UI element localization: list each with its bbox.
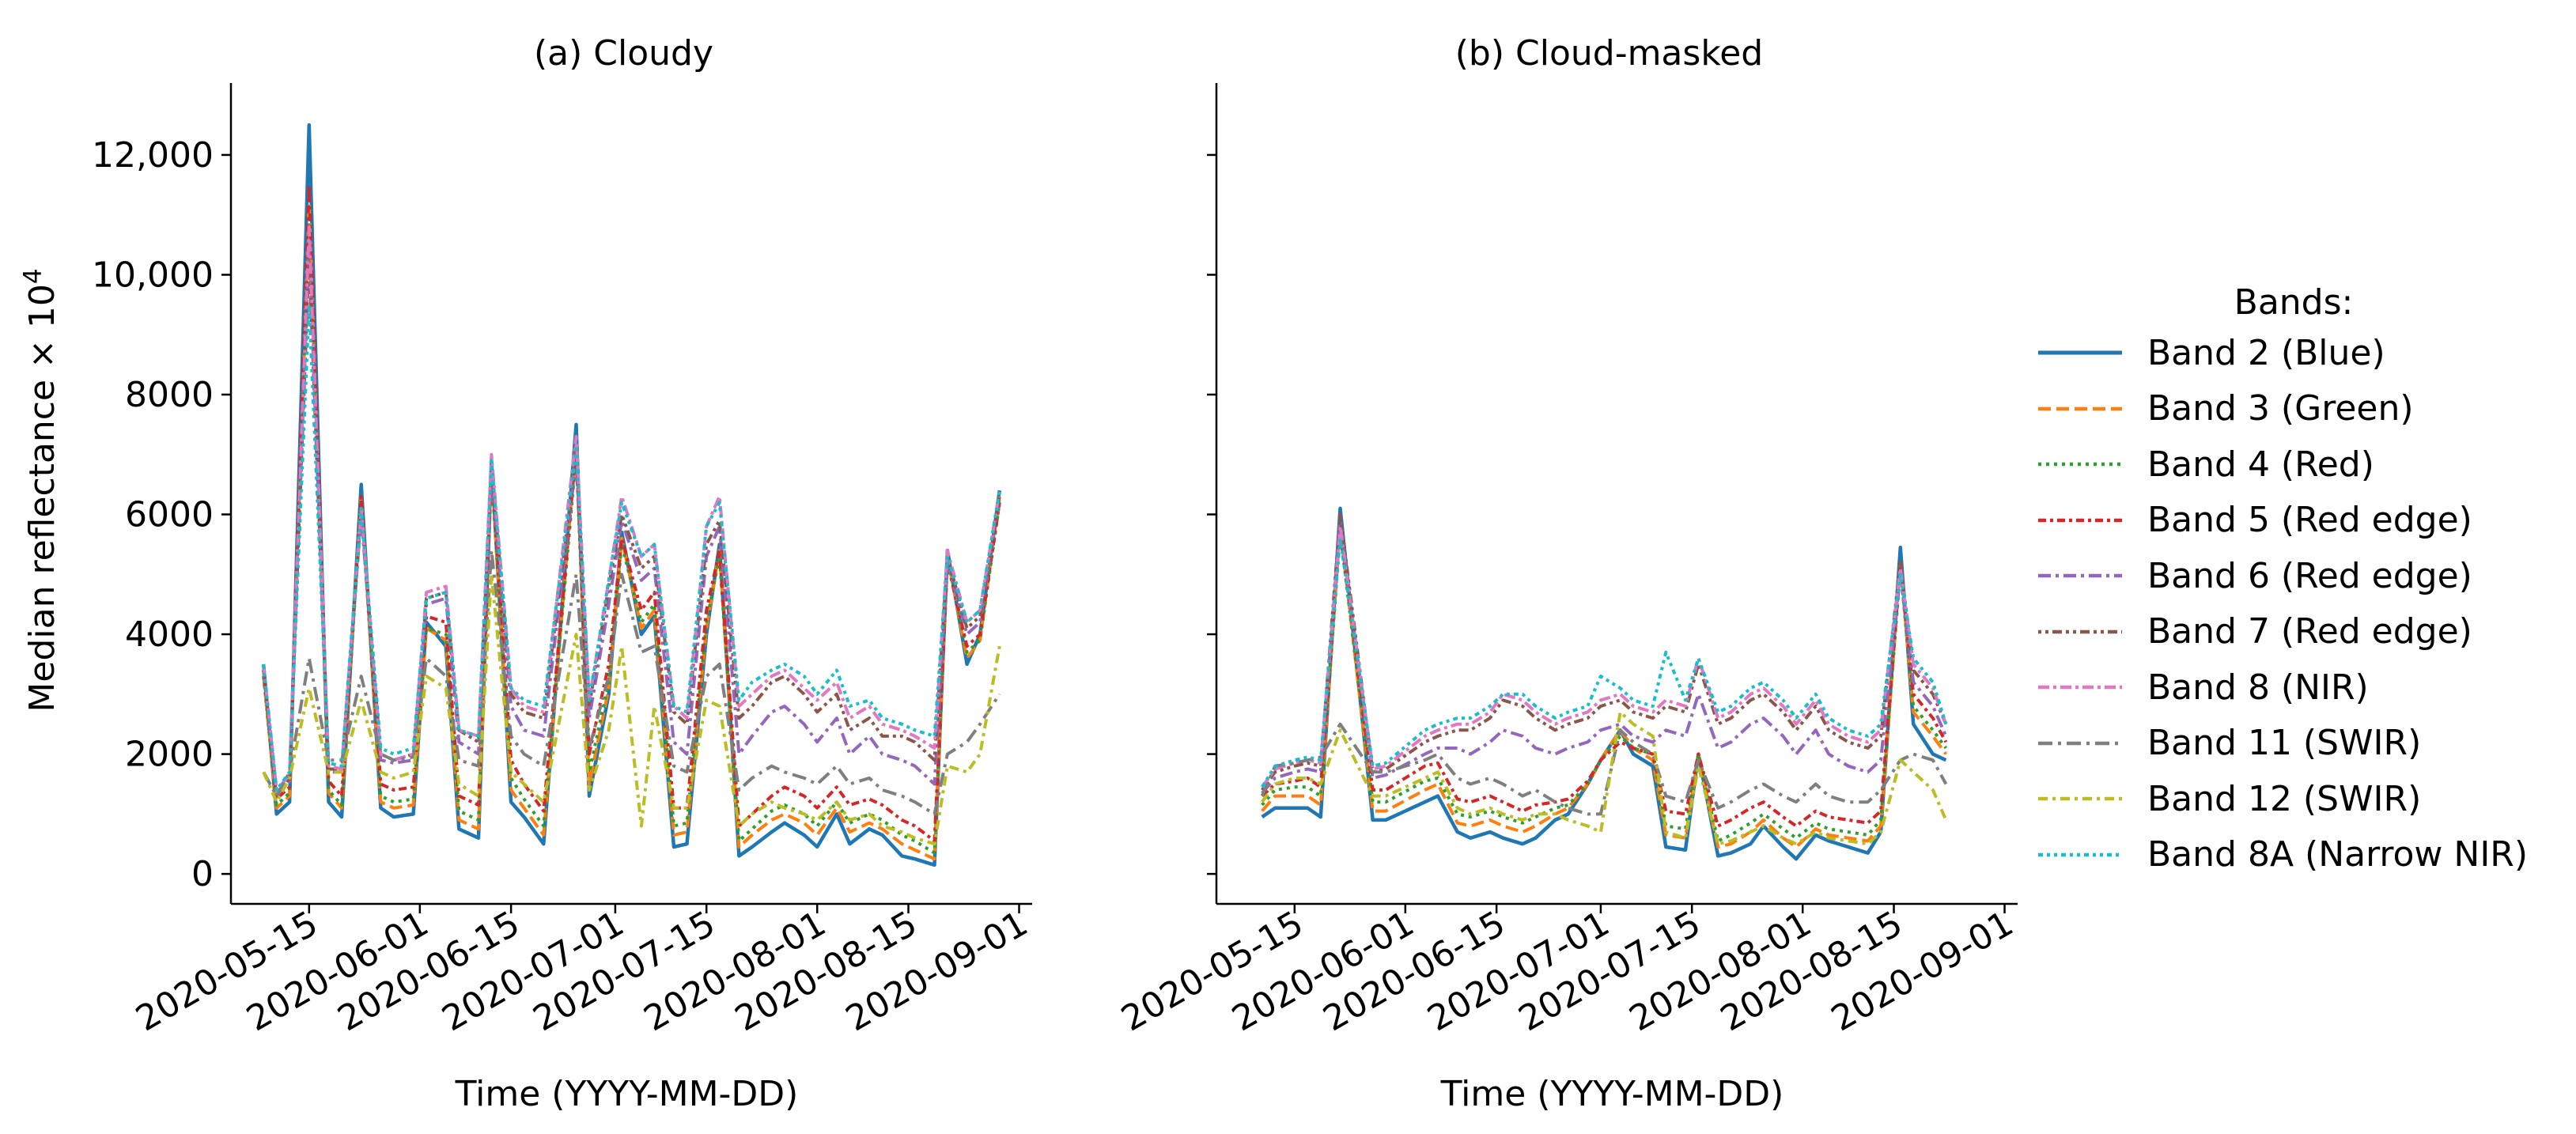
- legend-swatch: [2038, 852, 2122, 856]
- series-line: [1261, 524, 1948, 828]
- legend-label: Band 12 (SWIR): [2147, 778, 2422, 819]
- x-axis-label: Time (YYYY-MM-DD): [455, 1074, 799, 1114]
- legend: Bands: Band 2 (Blue) Band 3 (Green) Band 4…: [2037, 281, 2567, 883]
- legend-title: Bands:: [2234, 282, 2354, 323]
- series-line: [1261, 531, 1948, 843]
- series-line: [262, 573, 1001, 846]
- series-line: [1261, 512, 1948, 792]
- legend-item: Band 6 (Red edge): [2037, 548, 2567, 604]
- legend-swatch: [2038, 629, 2122, 633]
- y-tick-label: 10,000: [92, 255, 214, 295]
- y-tick-label: 12,000: [92, 135, 214, 176]
- legend-label: Band 11 (SWIR): [2147, 723, 2422, 764]
- legend-item: Band 12 (SWIR): [2037, 771, 2567, 827]
- legend-item: Band 7 (Red edge): [2037, 604, 2567, 660]
- series-line: [1261, 710, 1948, 846]
- legend-item: Band 8 (NIR): [2037, 660, 2567, 716]
- legend-item: Band 11 (SWIR): [2037, 716, 2567, 772]
- legend-swatch: [2038, 686, 2122, 690]
- series-line: [262, 549, 1001, 816]
- series-line: [262, 201, 1001, 861]
- legend-label: Band 2 (Blue): [2147, 332, 2385, 373]
- series-line: [262, 183, 1001, 843]
- series-line: [1261, 524, 1948, 788]
- series-line: [262, 225, 1001, 792]
- series-line: [1261, 524, 1948, 849]
- legend-swatch: [2038, 350, 2122, 355]
- legend-swatch: [2038, 406, 2122, 410]
- x-axis-label: Time (YYYY-MM-DD): [1440, 1074, 1784, 1114]
- series-line: [1260, 536, 1948, 788]
- series-line: [262, 303, 1001, 792]
- panel-title: (a) Cloudy: [534, 33, 713, 74]
- legend-label: Band 3 (Green): [2147, 388, 2414, 429]
- series-line: [1260, 722, 1948, 816]
- legend-item: Band 4 (Red): [2037, 437, 2567, 493]
- legend-swatch: [2038, 741, 2122, 745]
- series-line: [1261, 519, 1948, 795]
- legend-swatch: [2038, 797, 2122, 801]
- legend-item: Band 8A (Narrow NIR): [2037, 827, 2567, 883]
- legend-label: Band 8 (NIR): [2147, 667, 2369, 708]
- series-line: [261, 123, 1002, 868]
- y-tick-label: 2000: [125, 735, 214, 775]
- y-tick-label: 0: [191, 854, 214, 894]
- panel-title: (b) Cloud-masked: [1455, 33, 1763, 74]
- legend-item: Band 5 (Red edge): [2037, 493, 2567, 549]
- series-line: [262, 213, 1001, 855]
- legend-item: Band 2 (Blue): [2037, 325, 2567, 381]
- legend-swatch: [2038, 518, 2122, 522]
- legend-label: Band 5 (Red edge): [2147, 500, 2472, 541]
- legend-items: Band 2 (Blue) Band 3 (Green) Band 4 (Red) B…: [2037, 325, 2567, 883]
- legend-label: Band 8A (Narrow NIR): [2147, 834, 2529, 875]
- panel-cloud-masked: (b) Cloud-masked2020-05-152020-06-012020…: [1114, 33, 2020, 1114]
- y-tick-label: 6000: [125, 495, 214, 535]
- y-tick-label: 8000: [125, 375, 214, 415]
- legend-swatch: [2038, 574, 2122, 578]
- legend-item: Band 3 (Green): [2037, 381, 2567, 437]
- legend-label: Band 4 (Red): [2147, 444, 2374, 485]
- series-line: [262, 243, 1001, 798]
- panel-cloudy: (a) Cloudy0200040006000800010,00012,0002…: [92, 33, 1035, 1114]
- y-tick-label: 4000: [125, 614, 214, 655]
- y-axis-label: Median reflectance × 104: [19, 268, 62, 712]
- legend-label: Band 6 (Red edge): [2147, 555, 2472, 596]
- legend-label: Band 7 (Red edge): [2147, 611, 2472, 652]
- legend-swatch: [2038, 463, 2122, 467]
